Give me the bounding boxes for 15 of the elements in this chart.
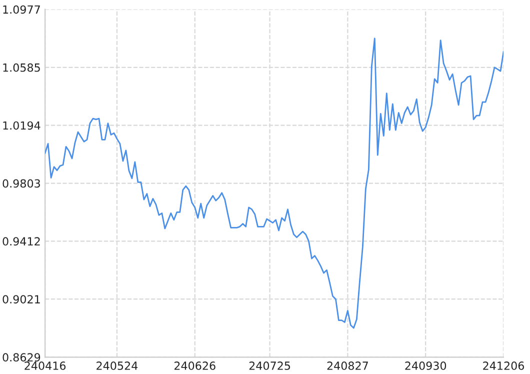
y-tick-label: 1.0977	[3, 5, 40, 14]
y-tick-label: 1.0194	[3, 121, 40, 130]
x-tick-label: 240524	[96, 362, 138, 370]
x-tick-label: 240626	[174, 362, 216, 370]
line-series	[45, 38, 504, 329]
x-tick-label: 240725	[249, 362, 290, 370]
x-tick-label: 240827	[327, 362, 368, 370]
y-tick-label: 0.9803	[2, 179, 40, 188]
y-tick-label: 1.0585	[3, 63, 40, 72]
y-tick-label: 0.9412	[2, 237, 40, 246]
x-tick-label: 240416	[24, 362, 66, 370]
y-tick-label: 0.9021	[2, 295, 40, 304]
x-tick-label: 241206	[483, 362, 524, 370]
x-tick-label: 240930	[405, 362, 446, 370]
y-tick-label: 0.8629	[2, 353, 40, 362]
